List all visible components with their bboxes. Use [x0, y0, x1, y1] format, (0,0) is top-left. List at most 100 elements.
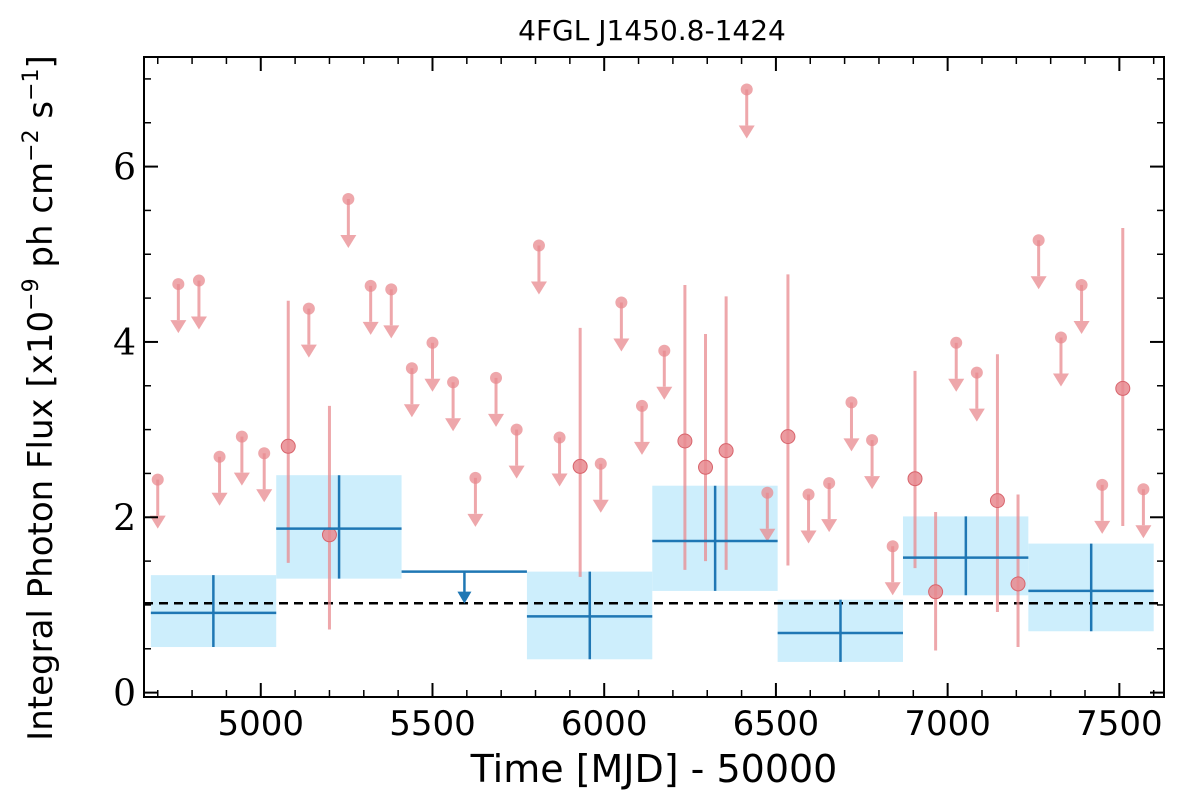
y-axis-label: Integral Photon Flux [x10−9 ph cm−2 s−1] [19, 55, 61, 741]
y-axis: 0 2 4 6 [113, 78, 1164, 715]
upper-limit-marker [213, 450, 226, 463]
detection-marker [1115, 380, 1131, 396]
x-axis-label: Time [MJD] - 50000 [470, 747, 838, 791]
upper-limit-arrowhead [467, 513, 484, 527]
upper-limit-arrowhead [843, 438, 860, 452]
y-label-suffix: ] [21, 55, 61, 68]
upper-limit-arrowhead [613, 338, 630, 352]
upper-limit-arrowhead [340, 235, 357, 249]
x-tick-label: 5500 [389, 704, 476, 744]
upper-limit-marker [1075, 278, 1088, 291]
upper-limit-arrowhead [149, 515, 166, 529]
detection-marker [718, 443, 734, 459]
upper-limit-marker [258, 447, 271, 460]
upper-limit-arrowhead [656, 386, 673, 400]
y-label-exp1: −9 [19, 278, 44, 310]
y-label-mid1: ph cm [21, 162, 61, 279]
upper-limit-arrowhead [800, 530, 817, 544]
upper-limit-marker [235, 430, 248, 443]
upper-limit-arrowhead [403, 404, 420, 418]
detection-marker [572, 458, 588, 474]
plot-area [144, 83, 1164, 662]
x-tick-label: 7500 [1076, 704, 1163, 744]
detection-marker [907, 471, 923, 487]
upper-limit-arrowhead [1073, 320, 1090, 334]
upper-limit-arrowhead [1094, 520, 1111, 534]
upper-limit-marker [385, 283, 398, 296]
y-tick-label: 6 [113, 148, 136, 189]
upper-limit-marker [740, 83, 753, 96]
y-label-exp3: −1 [19, 68, 44, 100]
upper-limit-marker [192, 274, 205, 287]
upper-limit-marker [866, 434, 879, 447]
chart-title: 4FGL J1450.8-1424 [518, 14, 786, 47]
upper-limit-arrowhead [445, 418, 462, 432]
upper-limit-marker [594, 457, 607, 470]
detection-marker [989, 493, 1005, 509]
upper-limit-marker [1096, 478, 1109, 491]
upper-limit-marker [823, 477, 836, 490]
upper-limit-marker [950, 336, 963, 349]
upper-limit-arrowhead [884, 582, 901, 596]
upper-limit-arrowhead [211, 492, 228, 506]
upper-limit-marker [532, 239, 545, 252]
upper-limit-arrowhead [383, 325, 400, 339]
upper-limit-arrowhead [551, 473, 568, 487]
upper-limit-arrowhead [1135, 525, 1152, 539]
x-tick-label: 6000 [561, 704, 648, 744]
upper-limit-arrowhead [530, 281, 547, 295]
upper-limit-marker [302, 302, 315, 315]
upper-limit-marker [490, 371, 503, 384]
upper-limit-marker [342, 193, 355, 206]
upper-limit-marker [1137, 483, 1150, 496]
upper-limit-arrowhead [633, 441, 650, 455]
upper-limit-arrowhead [424, 378, 441, 392]
upper-limit-arrowhead [488, 413, 505, 427]
y-tick-label: 2 [113, 498, 136, 539]
detection-marker [1010, 576, 1026, 592]
upper-limit-arrowhead [190, 316, 207, 330]
detection-marker [698, 459, 714, 475]
detection-marker [928, 584, 944, 600]
plot-frame [143, 56, 1165, 698]
upper-limit-arrowhead [362, 321, 379, 335]
upper-limit-marker [615, 296, 628, 309]
upper-limit-arrowhead [300, 344, 317, 358]
upper-limit-arrowhead [821, 519, 838, 533]
upper-limit-marker [802, 488, 815, 501]
x-tick-label: 5000 [218, 704, 305, 744]
upper-limit-arrowhead [1030, 276, 1047, 290]
upper-limit-arrowhead [508, 465, 525, 479]
long-bin-upper-limit-arrowhead [457, 591, 472, 604]
upper-limit-marker [1054, 331, 1067, 344]
upper-limit-marker [405, 362, 418, 375]
upper-limit-arrowhead [170, 320, 187, 334]
upper-limit-marker [364, 279, 377, 292]
x-axis: 5000 5500 6000 6500 7000 7500 [156, 57, 1163, 744]
upper-limit-marker [553, 431, 566, 444]
x-tick-label: 6500 [733, 704, 820, 744]
upper-limit-marker [970, 366, 983, 379]
detection-marker [780, 429, 796, 445]
y-label-exp2: −2 [19, 129, 44, 161]
upper-limit-arrowhead [864, 476, 881, 490]
upper-limit-marker [761, 486, 774, 499]
upper-limit-marker [1032, 234, 1045, 247]
upper-limit-arrowhead [233, 472, 250, 486]
upper-limit-marker [151, 473, 164, 486]
upper-limit-marker [426, 336, 439, 349]
upper-limit-marker [635, 399, 648, 412]
y-label-prefix: Integral Photon Flux [x10 [21, 311, 61, 741]
upper-limit-arrowhead [968, 408, 985, 422]
upper-limit-arrowhead [738, 125, 755, 139]
detection-marker [280, 438, 296, 454]
upper-limit-marker [172, 278, 185, 291]
upper-limit-arrowhead [759, 528, 776, 542]
y-tick-label: 4 [113, 323, 136, 364]
upper-limit-arrowhead [256, 489, 273, 503]
upper-limit-arrowhead [948, 378, 965, 392]
y-tick-label: 0 [113, 674, 136, 715]
x-tick-label: 7000 [904, 704, 991, 744]
upper-limit-marker [845, 396, 858, 409]
